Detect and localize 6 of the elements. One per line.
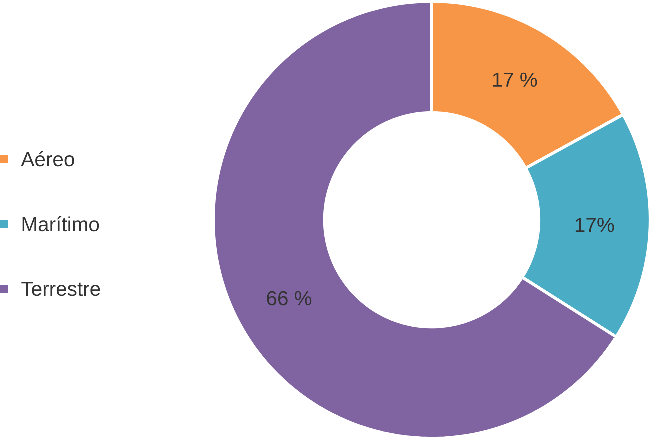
legend-label: Terrestre	[22, 282, 100, 296]
data-label: 17 %	[493, 72, 538, 87]
legend-label: Aéreo	[21, 151, 74, 167]
legend-label: Marítimo	[22, 216, 100, 232]
data-label: 17%	[576, 218, 614, 232]
data-label: 66 %	[267, 291, 312, 306]
